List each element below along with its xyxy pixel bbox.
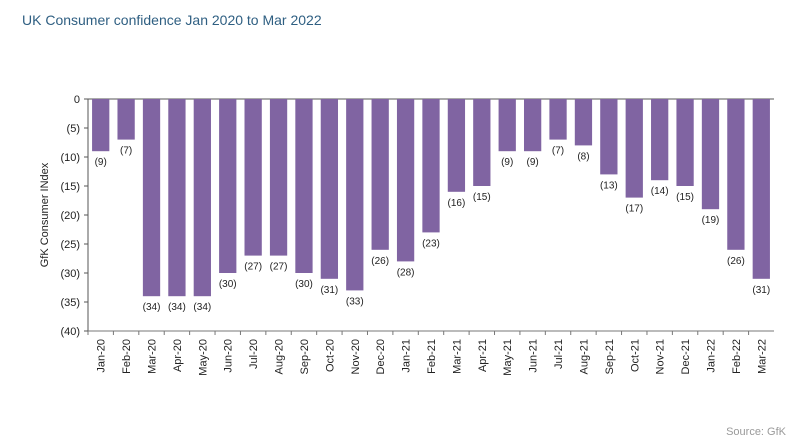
data-label: (27) — [244, 262, 262, 273]
data-label: (33) — [346, 296, 364, 307]
data-label: (34) — [168, 302, 186, 313]
bar-Feb-20 — [117, 99, 135, 140]
y-tick-label: (10) — [60, 152, 80, 164]
y-axis-label: GfK Consumer INdex — [39, 162, 51, 267]
data-label: (26) — [727, 256, 745, 267]
y-tick-label: (20) — [60, 210, 80, 222]
chart-bars — [92, 99, 770, 297]
bar-Mar-22 — [752, 99, 770, 279]
bar-Jan-22 — [701, 99, 720, 210]
bar-Nov-20 — [346, 99, 364, 291]
data-label: (31) — [320, 285, 338, 296]
y-tick-label: (5) — [67, 123, 80, 135]
x-tick-label: Apr-21 — [477, 339, 489, 372]
data-label: (27) — [270, 262, 288, 273]
x-tick-label: Nov-21 — [655, 339, 667, 374]
x-tick-label: Jun-20 — [223, 339, 235, 373]
chart-data-labels: (9) (7) (34) (34) (34) (30) (27) (27) (30) (31) (3… — [95, 146, 771, 314]
data-label: (13) — [600, 180, 618, 191]
data-label: (28) — [397, 267, 415, 278]
x-tick-label: Oct-21 — [629, 339, 641, 372]
data-label: (34) — [193, 302, 211, 313]
x-tick-label: Jan-22 — [705, 339, 717, 373]
y-tick-label: (40) — [60, 326, 80, 338]
bar-Oct-21 — [625, 99, 643, 198]
data-label: (7) — [552, 146, 564, 157]
chart-x-ticks: Jan-20 Feb-20 Mar-20 Apr-20 May-20 Jun-20 Jul-… — [87, 331, 768, 376]
data-label: (16) — [448, 198, 466, 209]
x-tick-label: Sep-20 — [299, 339, 311, 374]
x-tick-label: Feb-22 — [731, 339, 743, 374]
bar-Aug-21 — [574, 99, 593, 146]
x-tick-label: Jul-21 — [553, 339, 565, 369]
data-label: (17) — [625, 204, 643, 215]
bar-May-21 — [498, 99, 516, 152]
data-label: (9) — [527, 157, 539, 168]
y-tick-label: (25) — [60, 239, 80, 251]
data-label: (9) — [95, 157, 107, 168]
data-label: (7) — [120, 146, 132, 157]
bar-Dec-21 — [676, 99, 694, 186]
bar-Apr-20 — [168, 99, 186, 297]
data-label: (15) — [473, 192, 491, 203]
bar-Oct-20 — [320, 99, 339, 279]
source-note: Source: GfK — [726, 426, 786, 438]
bar-Jun-21 — [523, 99, 542, 152]
x-tick-label: Mar-20 — [147, 339, 159, 374]
bar-Jan-21 — [396, 99, 415, 262]
x-tick-label: Jun-21 — [528, 339, 540, 373]
data-label: (23) — [422, 238, 440, 249]
x-tick-label: Mar-22 — [756, 339, 768, 374]
data-label: (31) — [752, 285, 770, 296]
bar-Jul-21 — [549, 99, 567, 140]
x-tick-label: Dec-20 — [375, 339, 387, 374]
x-tick-label: Feb-21 — [426, 339, 438, 374]
bar-Feb-21 — [422, 99, 440, 233]
data-label: (30) — [219, 279, 237, 290]
bar-Jun-20 — [219, 99, 237, 273]
bar-Jan-20 — [92, 99, 110, 152]
y-tick-label: (35) — [60, 297, 80, 309]
data-label: (9) — [501, 157, 513, 168]
x-tick-label: May-20 — [197, 339, 209, 376]
y-tick-label: (15) — [60, 181, 80, 193]
bar-Mar-21 — [447, 99, 466, 192]
data-label: (14) — [651, 186, 669, 197]
bar-May-20 — [193, 99, 211, 297]
bar-Jul-20 — [244, 99, 262, 256]
x-tick-label: Aug-20 — [274, 339, 286, 374]
chart-y-ticks: 0 (5) (10) (15) (20) (25) (30) (35) (40) — [60, 94, 88, 338]
bar-Dec-20 — [371, 99, 389, 250]
bar-Mar-20 — [142, 99, 161, 297]
x-tick-label: Mar-21 — [451, 339, 463, 374]
data-label: (26) — [371, 256, 389, 267]
x-tick-label: Oct-20 — [324, 339, 336, 372]
chart-title: UK Consumer confidence Jan 2020 to Mar 2… — [22, 12, 322, 28]
x-tick-label: May-21 — [502, 339, 514, 376]
data-label: (8) — [577, 151, 589, 162]
x-tick-label: Nov-20 — [350, 339, 362, 374]
bar-Sep-20 — [295, 99, 313, 273]
x-tick-label: Apr-20 — [172, 339, 184, 372]
x-tick-label: Sep-21 — [604, 339, 616, 374]
x-tick-label: Jan-20 — [96, 339, 108, 373]
bar-Feb-22 — [727, 99, 745, 250]
y-tick-label: 0 — [74, 94, 80, 106]
bar-Apr-21 — [473, 99, 491, 186]
x-tick-label: Jul-20 — [248, 339, 260, 369]
bar-Nov-21 — [651, 99, 669, 181]
data-label: (34) — [143, 302, 161, 313]
data-label: (30) — [295, 279, 313, 290]
x-tick-label: Aug-21 — [578, 339, 590, 374]
x-tick-label: Dec-21 — [680, 339, 692, 374]
data-label: (19) — [702, 215, 720, 226]
x-tick-label: Jan-21 — [401, 339, 413, 373]
bar-Sep-21 — [600, 99, 618, 175]
y-tick-label: (30) — [60, 268, 80, 280]
data-label: (15) — [676, 192, 694, 203]
bar-Aug-20 — [269, 99, 288, 256]
x-tick-label: Feb-20 — [121, 339, 133, 374]
